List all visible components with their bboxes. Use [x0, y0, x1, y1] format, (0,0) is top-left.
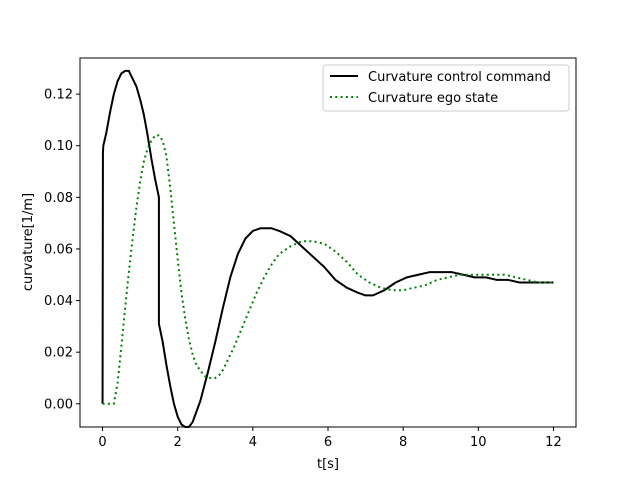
x-tick-label: 8	[399, 435, 407, 450]
series-line-1	[102, 134, 554, 405]
y-tick-label: 0.12	[44, 88, 73, 103]
x-tick-label: 2	[174, 435, 182, 450]
legend-label-ego-state: Curvature ego state	[368, 91, 498, 106]
y-tick-label: 0.00	[44, 397, 73, 412]
x-tick-label: 0	[98, 435, 106, 450]
x-tick-label: 6	[324, 435, 332, 450]
y-tick-label: 0.02	[44, 346, 73, 361]
plot-area	[80, 58, 576, 427]
x-tick-label: 10	[470, 435, 487, 450]
series-line-0	[101, 69, 554, 428]
x-tick-label: 12	[545, 435, 562, 450]
y-tick-label: 0.08	[44, 191, 73, 206]
y-tick-label: 0.10	[44, 139, 73, 154]
x-axis-label: t[s]	[317, 457, 339, 472]
y-tick-label: 0.06	[44, 242, 73, 257]
series-layer	[101, 69, 554, 428]
y-axis-label: curvature[1/m]	[21, 193, 36, 291]
y-tick-label: 0.04	[44, 294, 73, 309]
x-axis-ticks: 0 2 4 6 8 10 12	[98, 427, 562, 450]
legend-label-control-command: Curvature control command	[368, 70, 551, 85]
legend-box	[322, 64, 570, 112]
x-tick-label: 4	[249, 435, 257, 450]
legend: Curvature control command Curvature ego …	[322, 64, 570, 112]
y-axis-ticks: 0.00 0.02 0.04 0.06 0.08 0.10 0.12	[44, 88, 80, 412]
